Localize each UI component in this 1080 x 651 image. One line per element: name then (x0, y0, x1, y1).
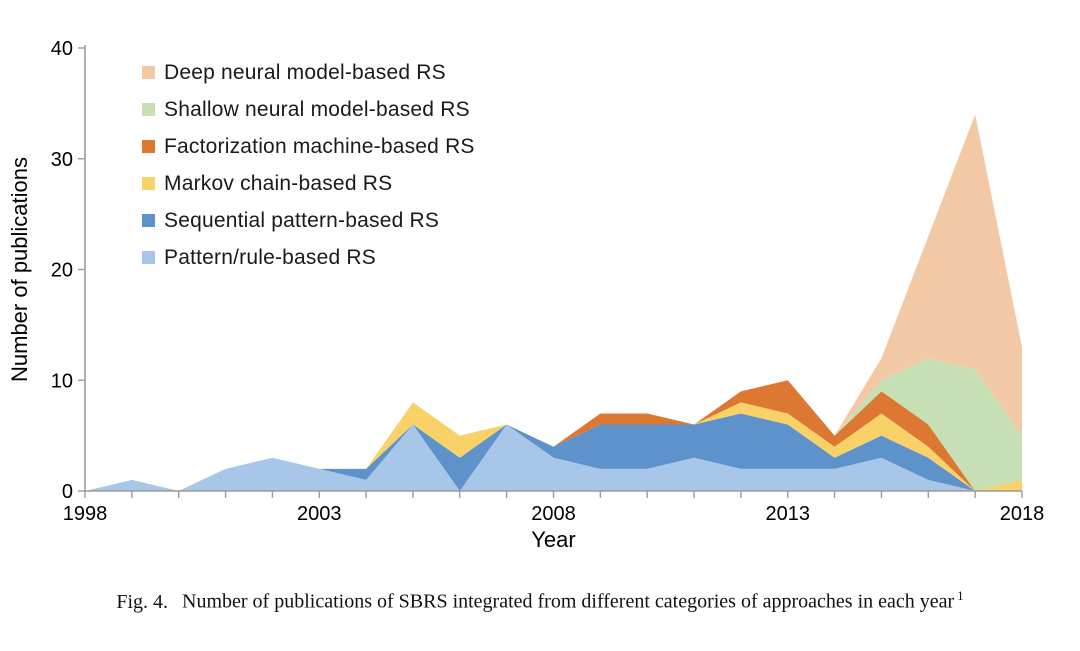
legend-item-shallow-neural: Shallow neural model-based RS (142, 91, 475, 128)
caption-footnote-marker: 1 (957, 588, 964, 603)
stacked-area-chart: 0 10 20 30 40 1998 2003 2008 2013 2018 Year Number … (7, 38, 1045, 552)
legend-item-factorization-machine: Factorization machine-based RS (142, 128, 475, 165)
legend-item-sequential-pattern: Sequential pattern-based RS (142, 202, 475, 239)
caption-label: Fig. 4. (116, 590, 169, 613)
legend-item-deep-neural: Deep neural model-based RS (142, 54, 475, 91)
legend-item-markov-chain: Markov chain-based RS (142, 165, 475, 202)
y-tick-label: 10 (51, 370, 73, 392)
chart-canvas: 0 10 20 30 40 1998 2003 2008 2013 2018 Year Number … (7, 38, 1045, 552)
legend-label-sequential-pattern: Sequential pattern-based RS (164, 208, 440, 232)
y-tick-label: 40 (51, 38, 73, 60)
area-markov-chain-based-rs (85, 402, 1022, 491)
legend-item-pattern-rule: Pattern/rule-based RS (142, 239, 475, 276)
x-tick-label: 1998 (63, 503, 108, 525)
legend-swatch-deep-neural-icon (142, 66, 155, 79)
y-tick-label: 30 (51, 149, 73, 171)
caption-text: Number of publications of SBRS integrate… (182, 590, 955, 613)
y-tick-label: 20 (51, 260, 73, 282)
legend-swatch-sequential-pattern-icon (142, 214, 155, 227)
legend-swatch-pattern-rule-icon (142, 251, 155, 264)
y-axis-title: Number of publications (7, 157, 32, 382)
x-axis-title: Year (531, 527, 575, 552)
y-tick-label: 0 (62, 481, 73, 503)
legend-swatch-markov-chain-icon (142, 177, 155, 190)
legend-label-factorization-machine: Factorization machine-based RS (164, 134, 475, 158)
legend-swatch-factorization-machine-icon (142, 140, 155, 153)
legend-label-pattern-rule: Pattern/rule-based RS (164, 245, 376, 269)
legend-label-deep-neural: Deep neural model-based RS (164, 60, 446, 84)
x-tick-label: 2003 (297, 503, 342, 525)
legend-label-shallow-neural: Shallow neural model-based RS (164, 97, 470, 121)
legend-label-markov-chain: Markov chain-based RS (164, 171, 393, 195)
legend-swatch-shallow-neural-icon (142, 103, 155, 116)
area-shallow-neural-model-based-rs (85, 358, 1022, 491)
area-sequential-pattern-based-rs (85, 413, 1022, 491)
x-tick-label: 2008 (531, 503, 576, 525)
x-tick-label: 2013 (766, 503, 811, 525)
area-factorization-machine-based-rs (85, 380, 1022, 491)
chart-legend: Deep neural model-based RS Shallow neura… (142, 54, 475, 276)
figure-caption: Fig. 4. Number of publications of SBRS in… (0, 588, 1080, 614)
x-tick-label: 2018 (1000, 503, 1045, 525)
